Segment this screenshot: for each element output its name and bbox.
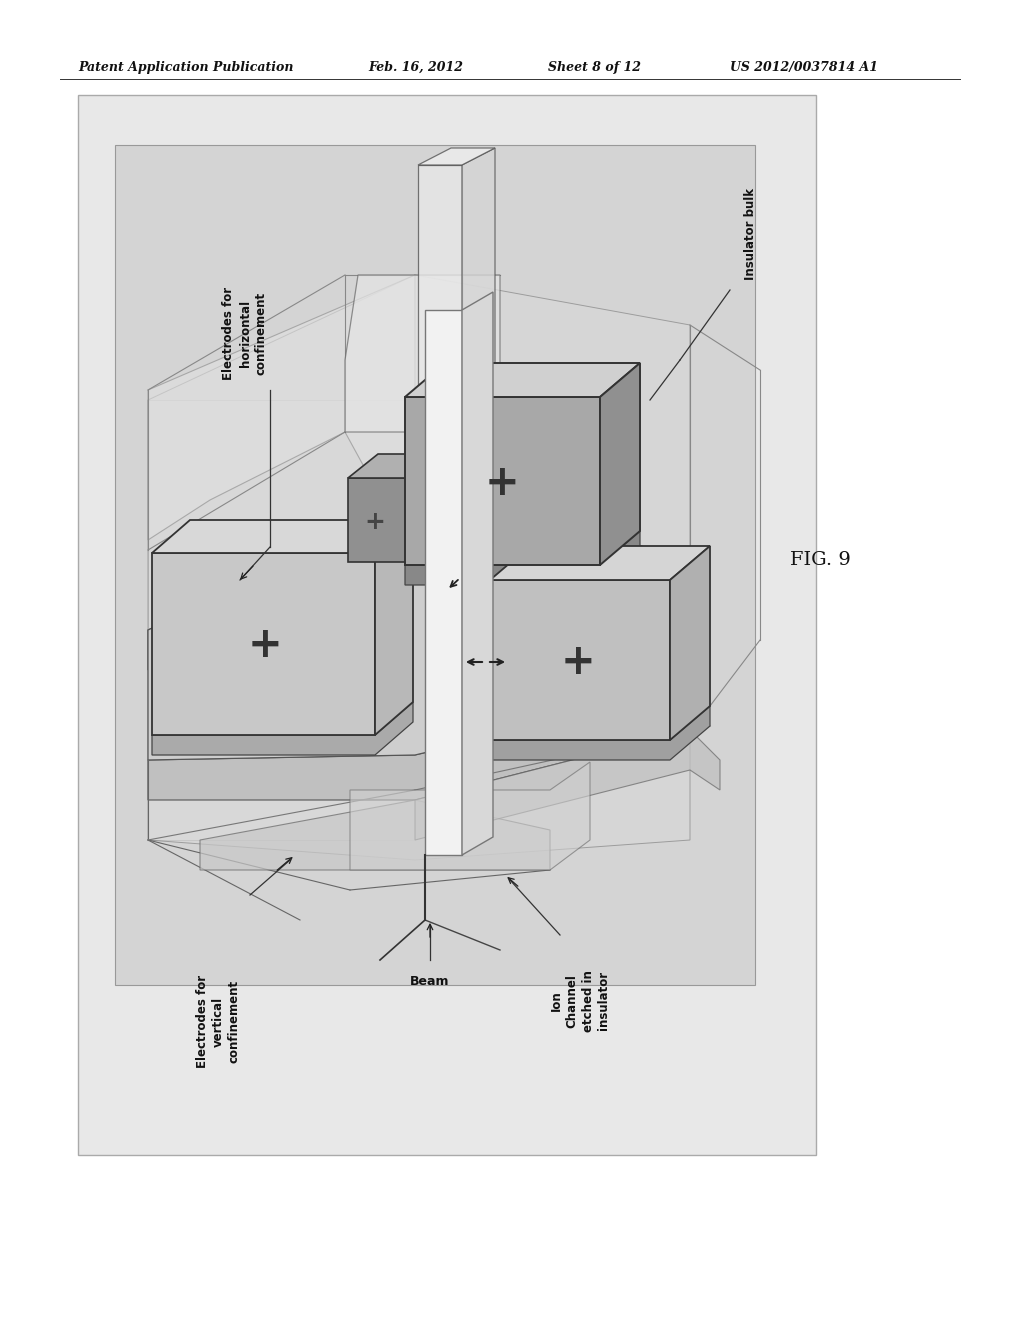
Polygon shape [152,553,375,735]
Text: +: + [560,642,595,682]
Polygon shape [406,531,640,585]
Polygon shape [418,148,495,165]
Text: Feb. 16, 2012: Feb. 16, 2012 [368,61,463,74]
Polygon shape [462,148,495,436]
Text: +: + [484,462,519,504]
Text: Electrodes for
horizontal
confinement: Electrodes for horizontal confinement [222,286,267,380]
Text: Patent Application Publication: Patent Application Publication [78,61,294,74]
Polygon shape [490,579,670,741]
Text: Electrodes for
vertical
confinement: Electrodes for vertical confinement [196,975,241,1068]
Text: Beam: Beam [411,975,450,987]
Polygon shape [152,520,413,553]
Bar [78,95,816,1155]
Polygon shape [148,690,690,800]
Polygon shape [375,520,413,735]
Polygon shape [490,706,710,760]
Polygon shape [462,292,493,855]
Polygon shape [200,800,550,870]
Polygon shape [345,275,500,432]
Text: +: + [365,510,385,535]
Polygon shape [600,363,640,565]
Text: Ion
Channel
etched in
insulator: Ion Channel etched in insulator [550,970,610,1032]
Polygon shape [418,165,462,436]
Polygon shape [670,546,710,741]
Polygon shape [425,310,462,855]
Polygon shape [148,275,415,560]
Text: +: + [248,624,283,667]
Polygon shape [415,730,720,840]
Polygon shape [408,454,438,562]
Polygon shape [148,506,690,760]
Polygon shape [406,397,600,565]
Text: Insulator bulk: Insulator bulk [743,187,757,280]
Polygon shape [490,546,710,579]
Polygon shape [350,762,590,870]
Polygon shape [348,454,438,478]
Polygon shape [148,400,415,840]
Text: FIG. 9: FIG. 9 [790,550,851,569]
Bar [115,145,755,985]
Text: Sheet 8 of 12: Sheet 8 of 12 [548,61,641,74]
Text: US 2012/0037814 A1: US 2012/0037814 A1 [730,61,878,74]
Polygon shape [406,363,640,397]
Polygon shape [152,702,413,755]
Polygon shape [148,506,690,671]
Polygon shape [348,478,408,562]
Polygon shape [148,275,690,861]
